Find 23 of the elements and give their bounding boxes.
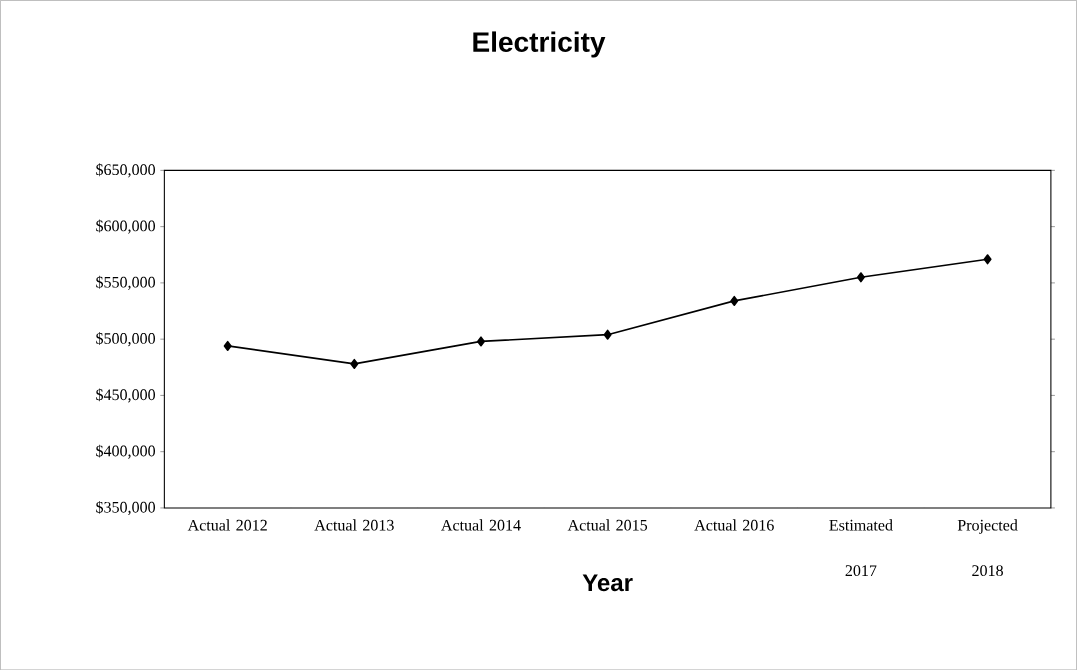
y-tick-label: $650,000 [96, 163, 156, 178]
y-tick-label: $600,000 [96, 219, 156, 234]
x-tick-label: Actual 2015 [567, 519, 648, 531]
x-axis-title: Year [582, 574, 633, 592]
y-tick-label: $550,000 [96, 275, 156, 290]
y-tick-label: $500,000 [96, 331, 156, 347]
point [350, 358, 359, 369]
point [856, 272, 865, 283]
point [603, 329, 612, 340]
point [730, 295, 739, 306]
y-tick-label: $350,000 [96, 500, 156, 515]
point [223, 340, 232, 351]
point [983, 254, 992, 265]
chart-title: Electricity [473, 31, 606, 58]
category-label: Estimated 2017 [829, 519, 893, 576]
x-tick-label: Actual 2016 [694, 519, 774, 531]
category-label: Projected 2018 [957, 519, 1018, 576]
y-tick-label: $450,000 [96, 388, 156, 403]
point [476, 336, 485, 347]
x-tick-label: Actual 2012 [187, 519, 267, 531]
y-tick-label: $400,000 [96, 444, 156, 459]
x-tick-label: Actual 2013 [314, 519, 394, 531]
x-tick-label: Actual 2014 [441, 519, 521, 531]
